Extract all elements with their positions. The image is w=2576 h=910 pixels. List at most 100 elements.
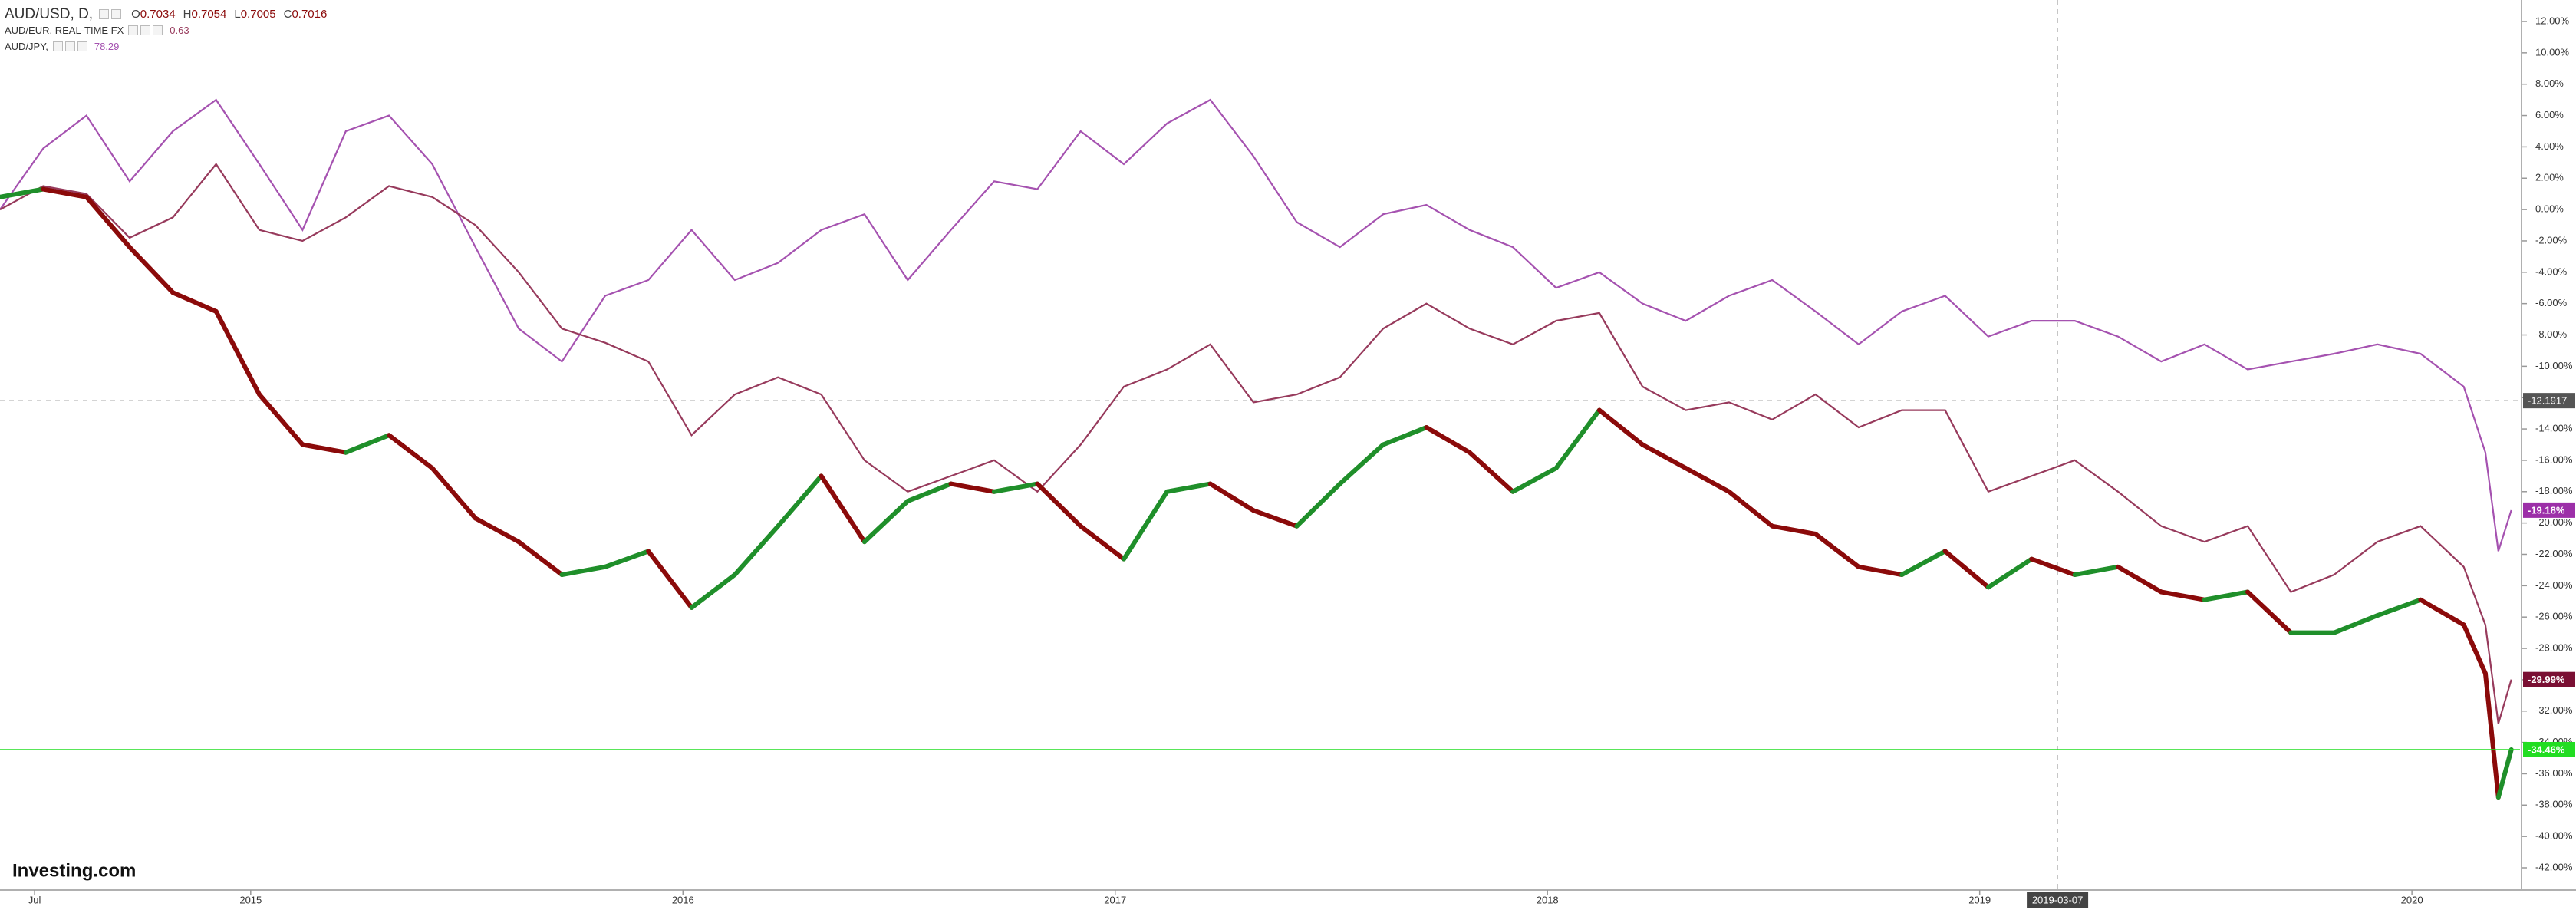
candle-segment bbox=[1726, 489, 1775, 529]
candle-segment bbox=[2375, 597, 2423, 618]
x-tick-label: 2016 bbox=[672, 894, 694, 905]
y-tick-label: 8.00% bbox=[2535, 77, 2564, 89]
x-tick-label: 2017 bbox=[1104, 894, 1126, 905]
candle-segment bbox=[1942, 549, 1991, 590]
candle-segment bbox=[2245, 589, 2294, 635]
series-line bbox=[0, 98, 2512, 552]
y-tick-label: -8.00% bbox=[2535, 328, 2568, 340]
y-tick-label: -2.00% bbox=[2535, 234, 2568, 246]
candle-segment bbox=[1337, 442, 1386, 486]
candle-segment bbox=[819, 473, 867, 545]
ohlc-item: O0.7034 bbox=[131, 8, 176, 21]
legend-icon[interactable] bbox=[153, 25, 163, 35]
candle-segment bbox=[2115, 564, 2164, 595]
crosshair-x-label: 2019-03-07 bbox=[2032, 894, 2084, 905]
candle-segment bbox=[1122, 489, 1170, 562]
candle-segment bbox=[559, 564, 608, 578]
ohlc-item: H0.7054 bbox=[183, 8, 227, 21]
last-value-label: -29.99% bbox=[2528, 674, 2565, 685]
ohlc: O0.7034 H0.7054 L0.7005 C0.7016 bbox=[131, 8, 334, 20]
legend-row: AUD/EUR, REAL-TIME FX 0.63 bbox=[5, 22, 334, 38]
candle-segment bbox=[2418, 597, 2466, 628]
candle-segment bbox=[1813, 531, 1861, 569]
candle-segment bbox=[1424, 425, 1472, 455]
watermark: Investing.com bbox=[12, 860, 136, 881]
ohlc-key: O bbox=[131, 8, 140, 21]
y-tick-label: -36.00% bbox=[2535, 767, 2573, 779]
y-tick-label: 0.00% bbox=[2535, 203, 2564, 215]
legend-icon[interactable] bbox=[140, 25, 151, 35]
legend-icon[interactable] bbox=[128, 25, 139, 35]
legend-value: 78.29 bbox=[94, 41, 120, 52]
ohlc-item: L0.7005 bbox=[234, 8, 275, 21]
ohlc-value: 0.7005 bbox=[240, 8, 276, 21]
candle-segment bbox=[213, 308, 262, 397]
y-tick-label: 12.00% bbox=[2535, 15, 2570, 26]
x-tick-label: 2020 bbox=[2401, 894, 2423, 905]
ohlc-key: C bbox=[283, 8, 292, 21]
crosshair-x-badge bbox=[2027, 892, 2089, 908]
legend-icon[interactable] bbox=[111, 9, 122, 19]
ohlc-item: C0.7016 bbox=[284, 8, 328, 21]
candle-segment bbox=[2159, 589, 2207, 602]
candle-segment bbox=[41, 186, 89, 199]
candle-segment bbox=[0, 186, 46, 199]
y-tick-label: -32.00% bbox=[2535, 704, 2573, 716]
candle-segment bbox=[1035, 481, 1083, 529]
candle-segment bbox=[1856, 564, 1905, 578]
y-tick-label: -38.00% bbox=[2535, 799, 2573, 810]
ohlc-key: L bbox=[234, 8, 241, 21]
candle-segment bbox=[991, 481, 1040, 494]
y-tick-label: 6.00% bbox=[2535, 109, 2564, 120]
legend-name: AUD/JPY, bbox=[5, 41, 48, 52]
legend-icon[interactable] bbox=[99, 9, 110, 19]
candle-segment bbox=[257, 392, 305, 447]
legend-icon[interactable] bbox=[52, 41, 63, 51]
candle-segment bbox=[776, 473, 824, 529]
candle-segment bbox=[1078, 523, 1127, 562]
legend-icon[interactable] bbox=[77, 41, 87, 51]
x-tick-label: Jul bbox=[28, 894, 41, 905]
candle-segment bbox=[1899, 549, 1948, 578]
legend-icon[interactable] bbox=[64, 41, 75, 51]
last-value-label: -19.18% bbox=[2528, 504, 2565, 516]
y-tick-label: 2.00% bbox=[2535, 172, 2564, 183]
y-tick-label: -22.00% bbox=[2535, 548, 2573, 559]
last-value-badge bbox=[2523, 502, 2575, 518]
candle-segment bbox=[2072, 564, 2120, 578]
candle-segment bbox=[2202, 589, 2251, 602]
y-tick-label: -26.00% bbox=[2535, 611, 2573, 622]
last-value-badge bbox=[2523, 741, 2575, 757]
candle-segment bbox=[430, 466, 478, 521]
candle-segment bbox=[732, 523, 781, 578]
candle-segment bbox=[1683, 466, 1731, 494]
legend-name: AUD/EUR, REAL-TIME FX bbox=[5, 25, 124, 36]
candle-segment bbox=[1164, 481, 1213, 494]
legend-value: 0.63 bbox=[170, 25, 189, 36]
y-tick-label: 4.00% bbox=[2535, 140, 2564, 152]
candle-segment bbox=[300, 442, 348, 455]
candle-segment bbox=[1251, 508, 1300, 529]
candle-segment bbox=[905, 481, 954, 504]
legend-name: AUD/USD, D, bbox=[5, 6, 94, 22]
crosshair-y-label: -12.1917 bbox=[2528, 395, 2567, 407]
series-line bbox=[0, 163, 2512, 724]
y-tick-label: -18.00% bbox=[2535, 485, 2573, 496]
ohlc-key: H bbox=[183, 8, 192, 21]
y-tick-label: -6.00% bbox=[2535, 297, 2568, 308]
y-tick-label: -24.00% bbox=[2535, 579, 2573, 591]
candle-segment bbox=[2461, 622, 2488, 676]
x-tick-label: 2018 bbox=[1537, 894, 1559, 905]
candle-segment bbox=[1294, 481, 1342, 529]
candle-segment bbox=[2482, 671, 2501, 800]
x-tick-label: 2019 bbox=[1968, 894, 1991, 905]
y-tick-label: -42.00% bbox=[2535, 861, 2573, 872]
y-tick-label: -28.00% bbox=[2535, 641, 2573, 653]
y-tick-label: -16.00% bbox=[2535, 453, 2573, 465]
last-value-badge bbox=[2523, 671, 2575, 687]
candle-segment bbox=[2495, 747, 2514, 800]
candle-segment bbox=[343, 433, 392, 455]
candle-segment bbox=[1467, 450, 1516, 494]
crosshair-y-badge bbox=[2523, 393, 2575, 409]
